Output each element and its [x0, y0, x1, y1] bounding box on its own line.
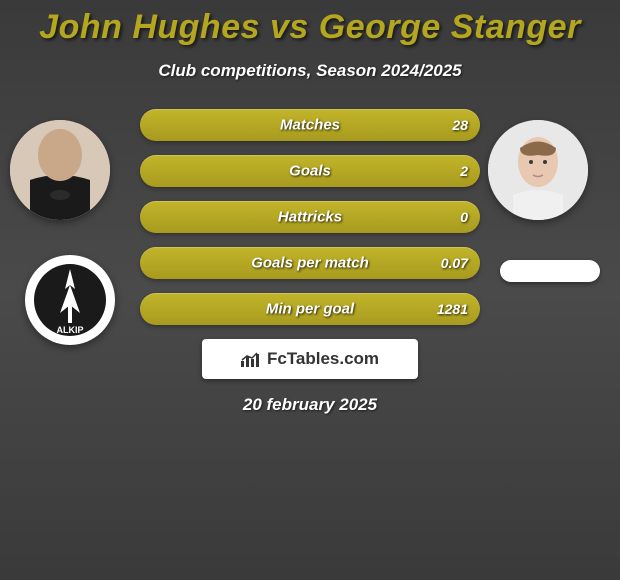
stat-row-min-per-goal: Min per goal 1281: [140, 293, 480, 325]
stat-label: Min per goal: [266, 301, 354, 318]
stats-list: Matches 28 Goals 2 Hattricks 0 Goals per…: [140, 109, 480, 325]
subtitle: Club competitions, Season 2024/2025: [0, 61, 620, 81]
stat-label: Goals: [289, 163, 331, 180]
stat-label: Matches: [280, 117, 340, 134]
stat-value-right: 2: [460, 163, 468, 179]
chart-icon: [241, 351, 261, 367]
vs-text: vs: [270, 8, 309, 46]
footer-date: 20 february 2025: [0, 395, 620, 415]
stat-label: Hattricks: [278, 209, 342, 226]
stat-row-hattricks: Hattricks 0: [140, 201, 480, 233]
brand-logo: FcTables.com: [202, 339, 418, 379]
stat-row-goals-per-match: Goals per match 0.07: [140, 247, 480, 279]
stat-value-right: 28: [452, 117, 468, 133]
page-title: John Hughes vs George Stanger: [0, 0, 620, 47]
stat-label: Goals per match: [251, 255, 369, 272]
stat-value-right: 1281: [437, 301, 468, 317]
stat-value-right: 0: [460, 209, 468, 225]
stats-container: Matches 28 Goals 2 Hattricks 0 Goals per…: [0, 109, 620, 415]
stat-value-right: 0.07: [441, 255, 468, 271]
stat-row-matches: Matches 28: [140, 109, 480, 141]
stat-row-goals: Goals 2: [140, 155, 480, 187]
brand-text: FcTables.com: [267, 349, 379, 369]
player2-name: George Stanger: [319, 8, 581, 46]
player1-name: John Hughes: [39, 8, 260, 46]
